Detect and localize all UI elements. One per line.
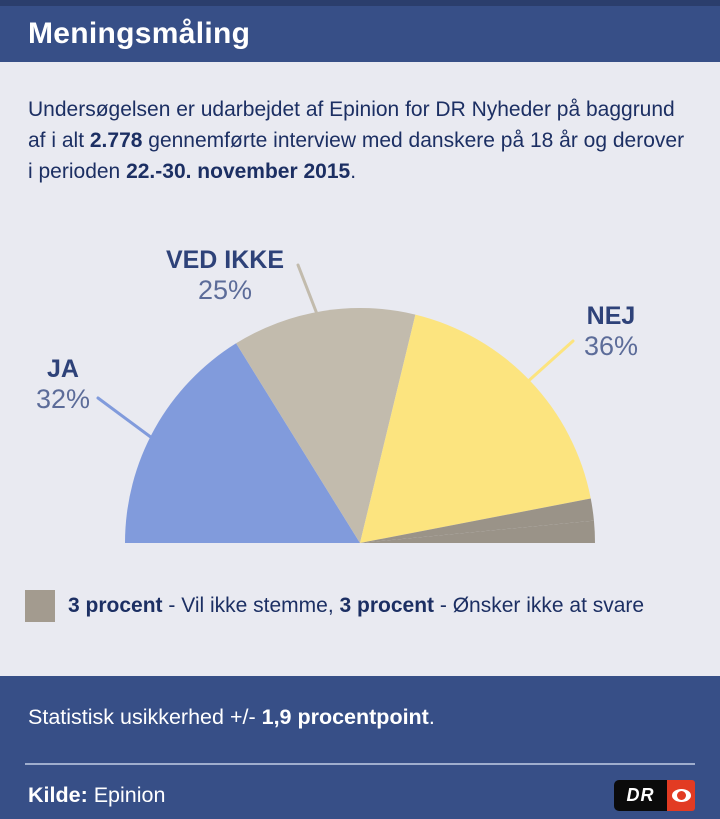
slice-label-nej: NEJ 36% [584, 302, 638, 362]
intro-text-3: . [350, 160, 357, 183]
pie-slice-ønsker-ikke-at-svare [360, 520, 595, 543]
intro-paragraph: Undersøgelsen er udarbejdet af Epinion f… [0, 62, 720, 187]
leader-line-ved-ikke [296, 263, 319, 316]
intro-text-2: gennemførte interview med danskere på 18… [28, 129, 685, 183]
dr-logo-wordmark: DR [614, 780, 667, 811]
slice-label-ved-ikke-pct: 25% [197, 275, 253, 305]
page-title: Meningsmåling [28, 17, 251, 50]
stat-value: 1,9 procentpoint [261, 705, 429, 729]
footer-divider [25, 763, 695, 765]
half-pie-chart: VED IKKE 25% JA 32% NEJ 36% [0, 188, 720, 568]
leader-line-nej [513, 339, 575, 395]
pie-slice-nej [360, 314, 591, 543]
source-row: Kilde: Epinion DR [28, 780, 695, 811]
slice-label-nej-name: NEJ [586, 302, 636, 330]
dr-logo: DR [614, 780, 695, 811]
leader-line-ja [96, 396, 154, 440]
pie-slice-ja [125, 343, 360, 543]
chart-legend: 3 procent - Vil ikke stemme, 3 procent -… [25, 590, 720, 622]
top-accent-strip [0, 0, 720, 6]
dr-eye-pupil [676, 791, 686, 800]
legend-label-2: - Ønsker ikke at svare [434, 594, 645, 617]
legend-swatch-rect [25, 590, 55, 622]
intro-period: 22.-30. november 2015 [126, 160, 351, 183]
footer-bar: Statistisk usikkerhed +/- 1,9 procentpoi… [0, 676, 720, 819]
intro-text: Undersøgelsen er udarbejdet af Epinion f… [28, 98, 675, 152]
slice-label-ved-ikke: VED IKKE 25% [166, 246, 284, 306]
legend-pct-1: 3 procent [68, 594, 163, 617]
source-name: Epinion [87, 783, 166, 807]
slice-label-nej-pct: 36% [583, 331, 639, 361]
source-credit: Kilde: Epinion [28, 783, 165, 808]
intro-interview-count: 2.778 [89, 129, 143, 152]
main-content: Undersøgelsen er udarbejdet af Epinion f… [0, 62, 720, 676]
legend-text: 3 procent - Vil ikke stemme, 3 procent -… [68, 594, 644, 618]
slice-label-ja-pct: 32% [35, 384, 91, 414]
slice-label-ved-ikke-name: VED IKKE [165, 246, 285, 274]
pie-slices [125, 307, 595, 543]
dr-logo-text: DR [626, 785, 655, 805]
header-bar: Meningsmåling [0, 6, 720, 62]
dr-eye-icon [667, 780, 695, 811]
legend-swatch-icon [25, 590, 55, 622]
legend-label-1: - Vil ikke stemme, [162, 594, 340, 617]
pie-slice-ved-ikke [236, 307, 416, 543]
statistical-uncertainty: Statistisk usikkerhed +/- 1,9 procentpoi… [0, 676, 720, 730]
legend-pct-2: 3 procent [339, 594, 435, 617]
dr-eye-white [671, 789, 691, 802]
half-pie-svg [96, 263, 595, 543]
stat-text: Statistisk usikkerhed +/- [28, 705, 262, 729]
source-label: Kilde: [28, 783, 88, 807]
slice-label-ja-name: JA [47, 355, 79, 383]
slice-label-ja: JA 32% [36, 355, 90, 415]
pie-slice-vil-ikke-stemme [360, 498, 594, 543]
stat-period: . [428, 705, 435, 729]
